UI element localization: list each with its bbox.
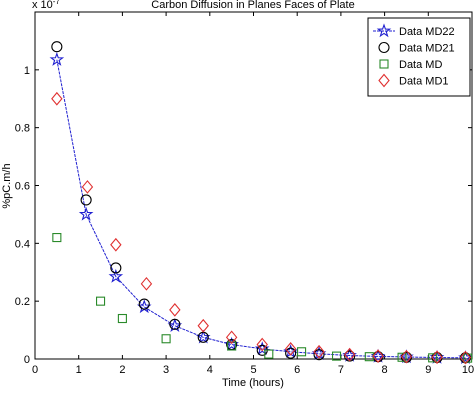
- y-tick-label: 0.8: [15, 123, 30, 135]
- marker-square: [96, 296, 106, 306]
- exponent-base: x 10: [32, 0, 53, 11]
- x-tick-label: 8: [382, 364, 388, 376]
- x-tick-label: 7: [338, 364, 344, 376]
- marker-diamond: [372, 349, 384, 363]
- marker-square: [117, 313, 127, 324]
- legend-label: Data MD: [399, 59, 442, 71]
- marker-diamond: [81, 180, 94, 194]
- marker-star: [78, 206, 94, 221]
- chart-title: Carbon Diffusion in Planes Faces of Plat…: [151, 0, 354, 11]
- marker-circle: [51, 41, 63, 53]
- marker-square: [227, 341, 237, 351]
- marker-circle: [313, 349, 325, 361]
- marker-star: [49, 52, 65, 66]
- marker-diamond: [256, 337, 268, 352]
- marker-square: [161, 334, 171, 344]
- x-tick-label: 0: [32, 364, 38, 376]
- legend-label: Data MD21: [399, 43, 455, 55]
- marker-circle: [80, 194, 92, 206]
- marker-square: [264, 349, 274, 359]
- x-tick-label: 5: [250, 364, 256, 376]
- marker-circle: [378, 41, 390, 54]
- marker-diamond: [378, 73, 390, 88]
- marker-diamond: [459, 350, 472, 365]
- marker-square: [428, 353, 438, 363]
- marker-circle: [285, 347, 297, 359]
- marker-diamond: [197, 318, 209, 333]
- marker-square: [297, 347, 307, 357]
- x-tick-label: 2: [119, 364, 125, 376]
- marker-circle: [110, 262, 122, 274]
- x-tick-label: 6: [294, 364, 300, 376]
- marker-star: [376, 23, 392, 38]
- marker-square: [397, 352, 407, 362]
- x-tick-label: 4: [207, 364, 213, 376]
- marker-square: [52, 233, 62, 243]
- marker-star: [108, 268, 124, 283]
- marker-diamond: [110, 237, 122, 252]
- y-tick-label: 0.4: [15, 238, 30, 250]
- marker-square: [331, 351, 342, 361]
- x-tick-label: 1: [76, 364, 82, 376]
- exponent-power: -7: [53, 0, 61, 6]
- y-tick-label: 1: [24, 65, 30, 77]
- x-tick-label: 3: [163, 364, 169, 376]
- marker-diamond: [343, 347, 356, 362]
- marker-circle: [169, 318, 181, 330]
- marker-diamond: [169, 302, 181, 317]
- x-tick-label: 10: [462, 364, 474, 376]
- y-axis-label: %pC.m/h: [1, 163, 13, 208]
- y-exponent: x 10-7: [32, 0, 60, 11]
- x-axis-label: Time (hours): [222, 377, 284, 389]
- marker-square: [379, 59, 389, 69]
- legend: Data MD22 Data MD21 Data MD Data MD1: [367, 17, 471, 97]
- legend-label: Data MD1: [399, 76, 449, 88]
- marker-diamond: [431, 350, 443, 365]
- marker-diamond: [313, 344, 325, 359]
- marker-diamond: [51, 91, 63, 106]
- y-tick-label: 0.2: [15, 296, 30, 308]
- marker-diamond: [400, 349, 413, 364]
- marker-circle: [138, 298, 150, 310]
- marker-star: [167, 318, 183, 332]
- marker-diamond: [225, 330, 238, 345]
- marker-diamond: [140, 276, 153, 291]
- y-tick-label: 0: [24, 354, 30, 366]
- y-tick-label: 0.6: [15, 181, 30, 193]
- series-line: [56, 59, 466, 359]
- legend-label: Data MD22: [399, 26, 455, 38]
- x-tick-label: 9: [425, 364, 431, 376]
- marker-diamond: [284, 342, 297, 356]
